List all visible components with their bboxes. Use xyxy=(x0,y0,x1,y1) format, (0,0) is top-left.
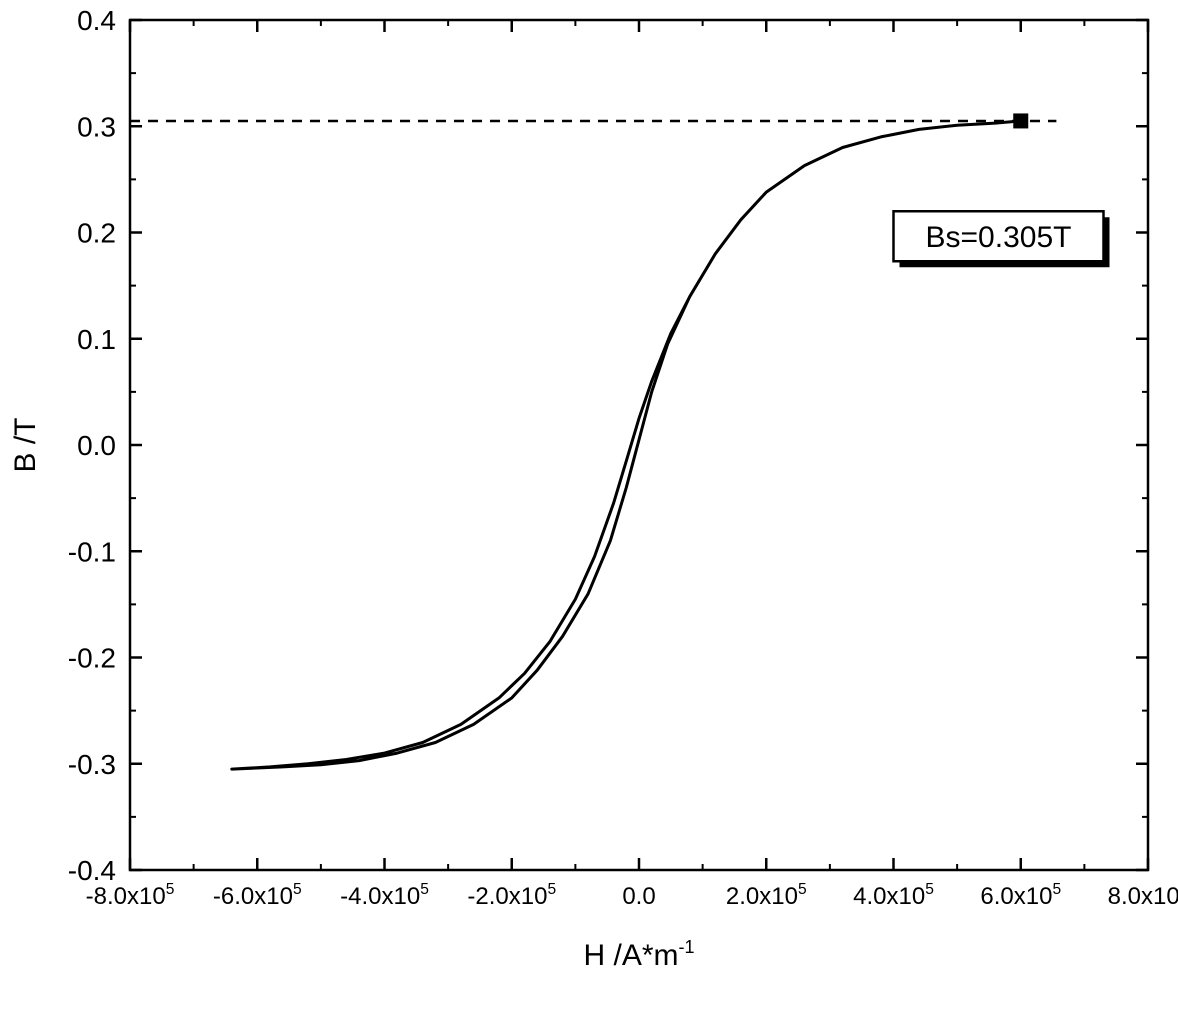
y-tick-label: 0.2 xyxy=(77,218,116,249)
y-axis-label: B /T xyxy=(9,417,42,472)
x-tick-label: 4.0x105 xyxy=(853,881,934,910)
y-tick-label: -0.2 xyxy=(68,643,116,674)
chart-svg: -0.4 -0.3 -0.2 -0.1 0.0 0.1 0.2 0.3 0.4 -8.0x105 -… xyxy=(0,0,1178,1020)
x-tick-label: -2.0x105 xyxy=(467,881,556,910)
x-axis-label: H /A*m-1 xyxy=(583,937,694,972)
x-tick-label: 2.0x105 xyxy=(726,881,807,910)
x-tick-label: 8.0x105 xyxy=(1108,881,1178,910)
saturation-marker xyxy=(1014,114,1028,128)
y-tick-label: 0.3 xyxy=(77,111,116,142)
y-tick-label: 0.1 xyxy=(77,324,116,355)
y-tick-label: 0.0 xyxy=(77,430,116,461)
annotation-text: Bs=0.305T xyxy=(926,221,1072,254)
y-tick-label: -0.1 xyxy=(68,536,116,567)
y-tick-label: 0.4 xyxy=(77,5,116,36)
y-tick-label: -0.4 xyxy=(68,855,116,886)
x-tick-label: -8.0x105 xyxy=(86,881,175,910)
x-tick-label: -6.0x105 xyxy=(213,881,302,910)
x-tick-label: 0.0 xyxy=(622,883,655,910)
x-tick-label: 6.0x105 xyxy=(980,881,1061,910)
hysteresis-chart: -0.4 -0.3 -0.2 -0.1 0.0 0.1 0.2 0.3 0.4 -8.0x105 -… xyxy=(0,0,1178,1020)
y-tick-label: -0.3 xyxy=(68,749,116,780)
x-tick-label: -4.0x105 xyxy=(340,881,429,910)
